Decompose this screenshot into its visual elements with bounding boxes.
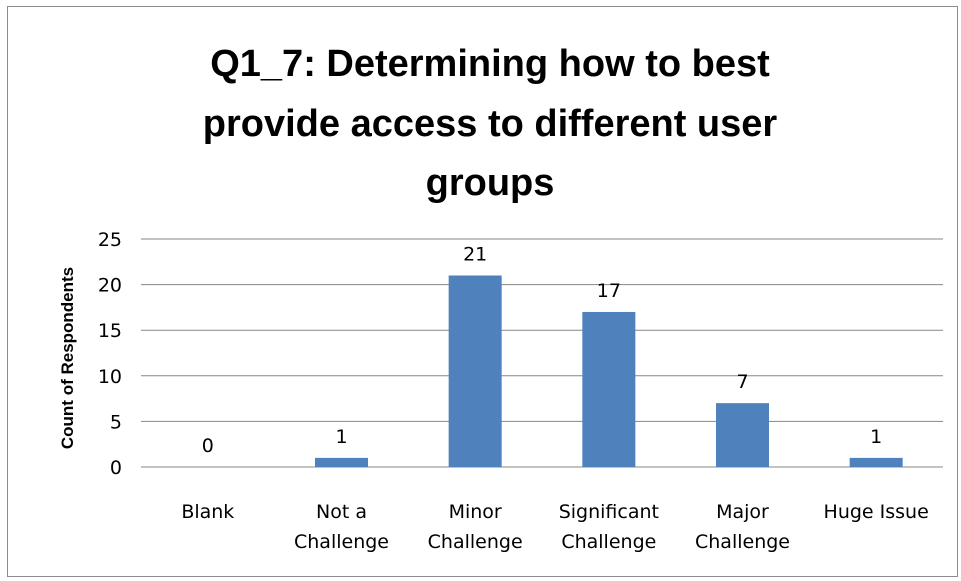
- category-label-line: Minor: [449, 501, 502, 523]
- data-label: 0: [202, 435, 214, 457]
- y-tick-label: 10: [98, 366, 122, 388]
- bar: [716, 403, 769, 467]
- category-label-line: Challenge: [561, 531, 656, 553]
- chart-title-line-3: groups: [426, 162, 555, 204]
- bar: [448, 275, 502, 467]
- gridlines: [141, 238, 943, 468]
- category-label: Huge Issue: [824, 501, 929, 523]
- category-label: Significant Challenge: [559, 501, 659, 553]
- category-label: Major Challenge: [695, 501, 790, 553]
- data-label: 1: [335, 426, 347, 448]
- y-tick-label: 25: [98, 229, 122, 251]
- bar: [315, 457, 368, 467]
- data-label: 21: [463, 243, 487, 265]
- data-label: 1: [870, 426, 882, 448]
- category-label-line: Not a: [316, 501, 367, 523]
- chart-title-line-2: provide access to different user: [203, 103, 778, 145]
- category-label-line: Major: [716, 501, 769, 523]
- y-tick-label: 0: [110, 457, 122, 479]
- y-tick-label: 5: [110, 411, 122, 433]
- category-label-line: Huge Issue: [824, 501, 929, 523]
- category-label: Not a Challenge: [294, 501, 389, 553]
- data-label: 7: [736, 371, 748, 393]
- bar: [582, 311, 636, 467]
- data-labels: 0 1 21 17 7 1: [202, 243, 882, 457]
- y-axis-label: Count of Respondents: [58, 267, 77, 449]
- bar: [849, 457, 903, 467]
- data-label: 17: [597, 280, 621, 302]
- category-label-line: Significant: [559, 501, 659, 523]
- category-label-line: Challenge: [294, 531, 389, 553]
- y-tick-label: 20: [98, 275, 122, 297]
- y-axis-ticks: 0 5 10 15 20 25: [98, 229, 122, 479]
- category-label-line: Blank: [181, 501, 234, 523]
- category-labels: Blank Not aChallengeMinorChallengeSignifi…: [181, 501, 928, 553]
- chart-title: Q1_7: Determining how to best provide ac…: [203, 43, 778, 204]
- category-label: Blank: [181, 501, 234, 523]
- category-label: Minor Challenge: [428, 501, 523, 553]
- chart-title-line-1: Q1_7: Determining how to best: [210, 43, 770, 85]
- category-label-line: Challenge: [428, 531, 523, 553]
- y-tick-label: 15: [98, 320, 122, 342]
- category-label-line: Challenge: [695, 531, 790, 553]
- bars: [315, 275, 903, 467]
